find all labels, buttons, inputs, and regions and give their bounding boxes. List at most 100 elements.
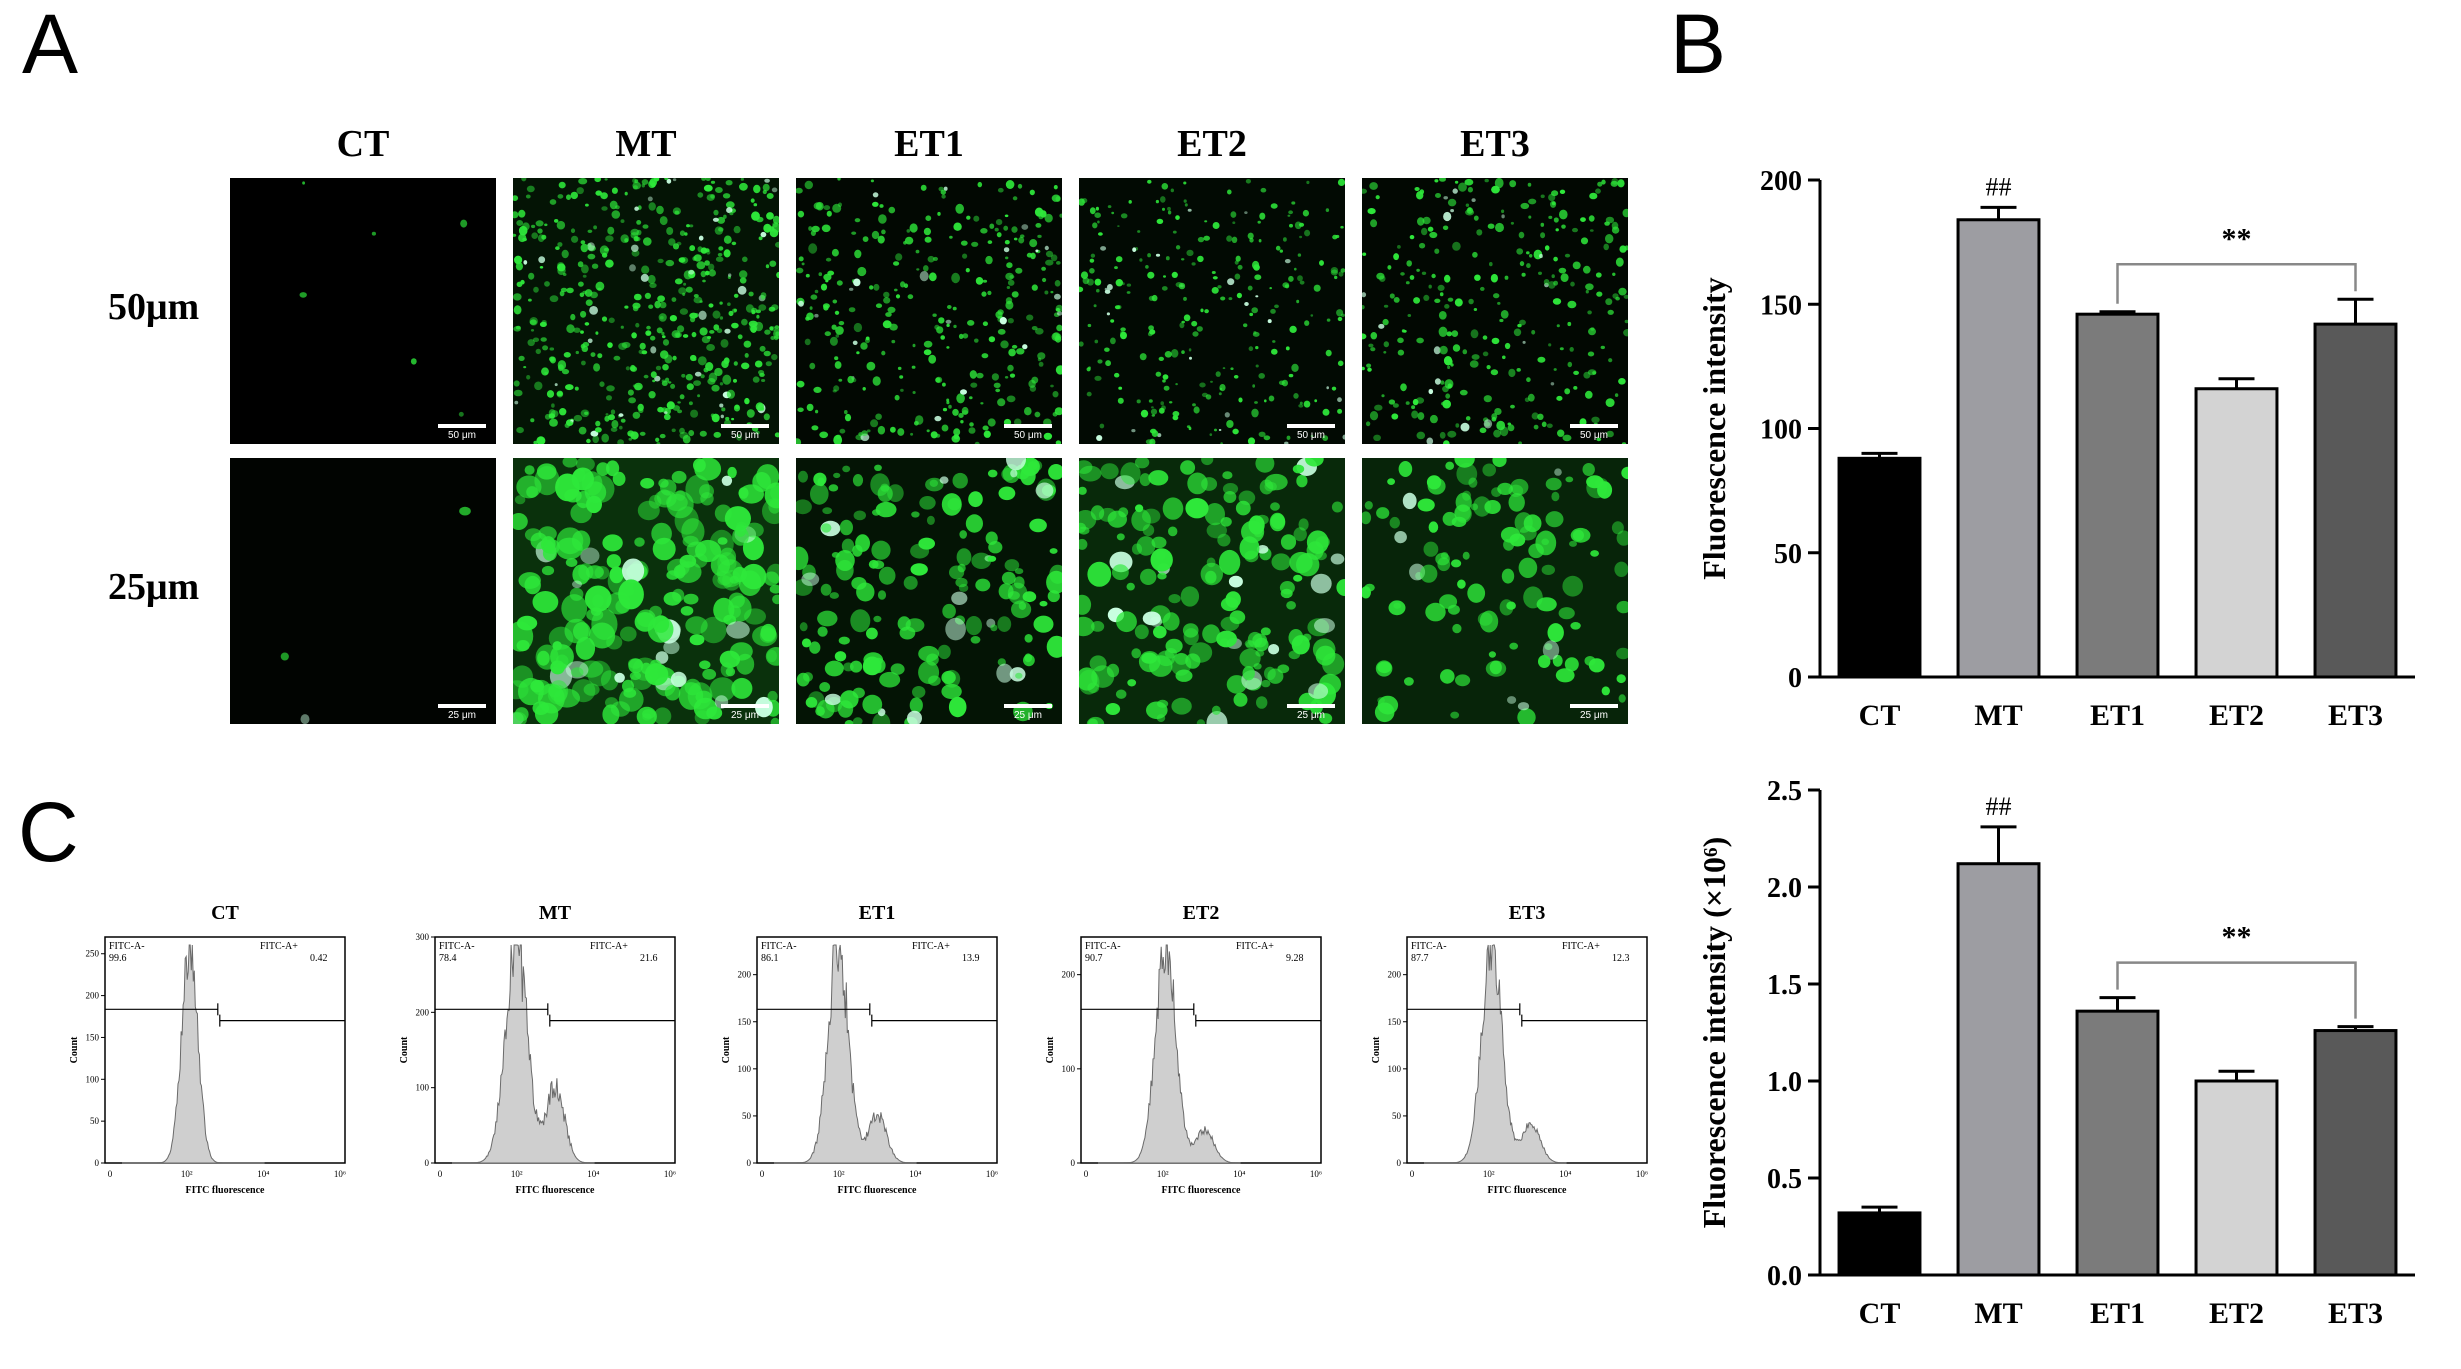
histogram-mt: MT 0 100 200 300 Count 0 10² 10⁴ 10⁶ FITC fluoresc… — [399, 902, 676, 1195]
y-tick-label: 200 — [1760, 166, 1802, 197]
gate-positive-value: 0.42 — [310, 953, 328, 964]
x-tick-label: 10² — [181, 1169, 193, 1179]
x-tick-label: 0 — [438, 1169, 443, 1179]
gate-positive-label: FITC-A+ — [1562, 941, 1600, 952]
histogram-curve — [122, 944, 265, 1164]
bar-chart-fluorescence-intensity: 0 50 100 150 200 Fluorescence intensity CT MT ET… — [1696, 166, 2415, 732]
panel-label-c: C — [18, 785, 79, 879]
significance-hash-label: ## — [1986, 172, 2012, 201]
row-label-50um: 50μm — [108, 286, 200, 328]
scale-bar: 25 μm — [1004, 704, 1052, 721]
bar-et2 — [2194, 387, 2279, 679]
x-axis-label: FITC fluorescence — [186, 1185, 266, 1195]
gate-negative-label: FITC-A- — [1085, 941, 1121, 952]
y-tick-label: 200 — [738, 970, 752, 980]
y-tick-label: 200 — [1062, 970, 1076, 980]
x-tick-label: 0 — [1084, 1169, 1089, 1179]
column-label-ct: CT — [336, 123, 390, 165]
scale-bar-label: 25 μm — [1014, 710, 1042, 721]
bar-et2 — [2194, 1079, 2279, 1277]
x-tick-label: 10⁴ — [909, 1169, 921, 1179]
micrograph-ct-50um: 50 μm — [230, 178, 496, 444]
x-axis-label: FITC fluorescence — [1488, 1185, 1568, 1195]
significance-star-label: ** — [2222, 222, 2252, 255]
micrograph-et1-50um: 50 μm — [796, 178, 1062, 444]
scale-bar-label: 50 μm — [1580, 430, 1608, 441]
x-tick-label: 10² — [1157, 1169, 1169, 1179]
gate-negative-label: FITC-A- — [1411, 941, 1447, 952]
scale-bar-label: 25 μm — [1580, 710, 1608, 721]
column-label-et3: ET3 — [1460, 123, 1530, 165]
y-axis-label: Count — [721, 1036, 732, 1063]
histogram-curve — [452, 944, 595, 1164]
histogram-title: CT — [211, 902, 239, 924]
panel-label-b: B — [1670, 0, 1727, 91]
gate-positive-label: FITC-A+ — [260, 941, 298, 952]
bar-mt — [1956, 862, 2041, 1277]
column-label-et1: ET1 — [894, 123, 964, 165]
row-label-25um: 25μm — [108, 566, 200, 608]
y-tick-label: 50 — [742, 1111, 752, 1121]
significance-bracket — [2116, 263, 2357, 304]
histogram-et3: ET3 0 50 100 150 200 Count 0 10² 10⁴ 10⁶ FITC fluor… — [1371, 902, 1648, 1195]
x-tick-label: 10⁶ — [664, 1169, 676, 1179]
scale-bar: 25 μm — [721, 704, 769, 721]
bar-et3 — [2313, 322, 2398, 679]
y-axis-label: Fluorescence intensity (×10⁶) — [1696, 837, 1732, 1229]
y-tick-label: 0 — [747, 1158, 752, 1168]
scale-bar: 50 μm — [721, 424, 769, 441]
bar-ct — [1837, 456, 1922, 679]
gate-positive-label: FITC-A+ — [590, 941, 628, 952]
micrograph-et2-50um: 50 μm — [1079, 178, 1345, 444]
gate-positive-value: 12.3 — [1612, 953, 1630, 964]
y-tick-label: 1.0 — [1767, 1067, 1802, 1098]
panel-label-a: A — [22, 0, 79, 91]
scale-bar: 50 μm — [438, 424, 486, 441]
histogram-ct: CT 0 50 100 150 200 250 Count 0 10² 10⁴ 10⁶ FITC flu… — [69, 902, 346, 1195]
scale-bar-label: 50 μm — [448, 430, 476, 441]
gate-positive-value: 21.6 — [640, 953, 658, 964]
x-tick-label: 0 — [1410, 1169, 1415, 1179]
scale-bar: 25 μm — [1570, 704, 1618, 721]
gate-negative-value: 86.1 — [761, 953, 779, 964]
y-tick-label: 150 — [1388, 1017, 1402, 1027]
y-tick-label: 50 — [90, 1116, 100, 1126]
bar-mt — [1956, 218, 2041, 679]
y-tick-label: 0 — [1788, 663, 1802, 694]
x-tick-label: 10⁴ — [587, 1169, 599, 1179]
histogram-title: MT — [539, 902, 572, 924]
bar-et3 — [2313, 1029, 2398, 1277]
y-tick-label: 0 — [1071, 1158, 1076, 1168]
y-tick-label: 150 — [86, 1032, 100, 1042]
gate-negative-value: 87.7 — [1411, 953, 1429, 964]
scale-bar: 50 μm — [1004, 424, 1052, 441]
x-axis-label: FITC fluorescence — [1162, 1185, 1242, 1195]
scale-bar-label: 25 μm — [731, 710, 759, 721]
histogram-curve — [774, 944, 917, 1164]
x-tick-label-mt: MT — [1974, 1297, 2022, 1330]
bar-chart-fluorescence-intensity-1e6: 0.0 0.5 1.0 1.5 2.0 2.5 Fluorescence intensity… — [1696, 776, 2415, 1330]
gate-positive-label: FITC-A+ — [912, 941, 950, 952]
histogram-et2: ET2 0 100 200 Count 0 10² 10⁴ 10⁶ FITC fluorescen… — [1045, 902, 1322, 1195]
scale-bar-label: 50 μm — [1297, 430, 1325, 441]
x-tick-label-et2: ET2 — [2209, 699, 2264, 732]
y-tick-label: 0.5 — [1767, 1164, 1802, 1195]
x-tick-label: 10⁴ — [1559, 1169, 1571, 1179]
micrograph-mt-50um: 50 μm — [513, 178, 779, 444]
histogram-title: ET2 — [1183, 902, 1220, 924]
histogram-title: ET1 — [859, 902, 896, 924]
scale-bar-label: 50 μm — [1014, 430, 1042, 441]
gate-positive-label: FITC-A+ — [1236, 941, 1274, 952]
x-tick-label-et1: ET1 — [2090, 699, 2145, 732]
y-tick-label: 100 — [1062, 1064, 1076, 1074]
x-tick-label: 10² — [833, 1169, 845, 1179]
y-tick-label: 100 — [416, 1083, 430, 1093]
column-label-mt: MT — [615, 123, 677, 165]
histogram-title: ET3 — [1509, 902, 1546, 924]
histogram-curve — [1424, 944, 1567, 1164]
x-tick-label-ct: CT — [1859, 699, 1901, 732]
gate-negative-value: 99.6 — [109, 953, 127, 964]
histogram-et1: ET1 0 50 100 150 200 Count 0 10² 10⁴ 10⁶ FITC fluor… — [721, 902, 998, 1195]
scale-bar-label: 25 μm — [1297, 710, 1325, 721]
bar-et1 — [2075, 1009, 2160, 1277]
